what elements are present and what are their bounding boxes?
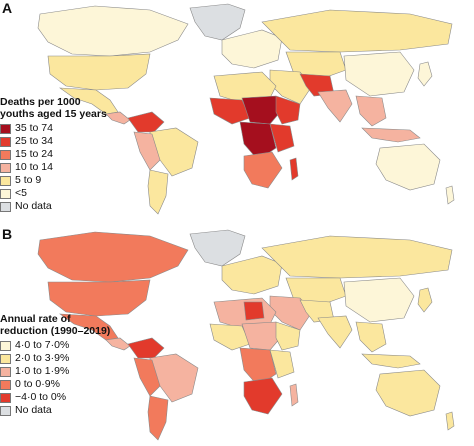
europe [221, 29, 283, 69]
new-zealand [445, 185, 455, 205]
usa [47, 279, 151, 317]
indonesia [361, 353, 421, 369]
legend-item: <5 [0, 187, 112, 200]
legend-swatch [0, 175, 11, 186]
legend-swatch [0, 201, 11, 212]
japan [417, 61, 433, 87]
horn-of-africa [275, 95, 301, 125]
legend-swatch [0, 366, 11, 377]
legend-swatch [0, 379, 11, 390]
madagascar [289, 383, 299, 407]
legend-item: 5 to 9 [0, 174, 112, 187]
usa [47, 53, 151, 91]
legend-a-title: Deaths per 1000 youths aged 15 years [0, 96, 107, 120]
west-africa [209, 97, 251, 125]
legend-swatch [0, 162, 11, 173]
west-africa [209, 323, 251, 351]
southern-cone [147, 169, 169, 215]
legend-label: <5 [15, 186, 27, 199]
legend-swatch [0, 392, 11, 403]
libya [243, 301, 265, 321]
greenland [189, 3, 246, 41]
legend-label: 10 to 14 [15, 160, 53, 173]
legend-b-title: Annual rate of reduction (1990–2019) [0, 313, 111, 337]
legend-label: −4·0 to 0% [15, 390, 67, 403]
southern-cone [147, 395, 169, 441]
legend-item: −4·0 to 0% [0, 391, 118, 404]
east-africa [269, 349, 295, 379]
canada [37, 5, 189, 57]
legend-item: 1·0 to 1·9% [0, 365, 118, 378]
legend-swatch [0, 340, 11, 351]
legend-swatch [0, 136, 11, 147]
australia [375, 369, 441, 417]
legend-item: 4·0 to 7·0% [0, 339, 118, 352]
legend-swatch [0, 405, 11, 416]
legend-item: 0 to 0·9% [0, 378, 118, 391]
colombia-venezuela [127, 337, 165, 359]
china [343, 277, 415, 323]
russia [261, 9, 453, 53]
legend-item: 10 to 14 [0, 161, 112, 174]
legend-item: 15 to 24 [0, 148, 112, 161]
canada [37, 231, 189, 283]
madagascar [289, 157, 299, 181]
map-panel-a: A Deaths per 1000 youths aged 15 years 3… [0, 0, 474, 218]
peru-bolivia [133, 357, 161, 397]
legend-label: 15 to 24 [15, 147, 53, 160]
legend-item: 25 to 34 [0, 135, 112, 148]
legend-b: Annual rate of reduction (1990–2019) 4·0… [0, 313, 118, 417]
legend-swatch [0, 149, 11, 160]
map-panel-b: B Annual rate of reduction (1990–2019) 4… [0, 226, 474, 446]
peru-bolivia [133, 131, 161, 171]
india [317, 89, 353, 123]
southeast-asia [355, 95, 387, 127]
colombia-venezuela [127, 111, 165, 133]
sahel-central [241, 321, 283, 351]
legend-label: No data [15, 199, 52, 212]
india [317, 315, 353, 349]
legend-a: Deaths per 1000 youths aged 15 years 35 … [0, 96, 112, 213]
legend-item: 2·0 to 3·9% [0, 352, 118, 365]
legend-item: No data [0, 404, 118, 417]
legend-label: 5 to 9 [15, 173, 42, 186]
china [343, 51, 415, 97]
panel-a-letter: A [2, 0, 13, 16]
central-america [105, 337, 131, 351]
southern-africa [243, 151, 283, 189]
legend-swatch [0, 123, 11, 134]
legend-label: 4·0 to 7·0% [15, 338, 70, 351]
new-zealand [445, 411, 455, 431]
indonesia [361, 127, 421, 143]
central-america [105, 111, 131, 125]
russia [261, 235, 453, 279]
panel-b-letter: B [2, 226, 13, 242]
legend-item: 35 to 74 [0, 122, 112, 135]
sahel-central [241, 95, 283, 125]
southern-africa [243, 377, 283, 415]
legend-label: 2·0 to 3·9% [15, 351, 70, 364]
australia [375, 143, 441, 191]
legend-label: 35 to 74 [15, 121, 53, 134]
world-map-b [37, 229, 455, 441]
east-africa [269, 123, 295, 153]
greenland [189, 229, 246, 267]
legend-swatch [0, 188, 11, 199]
southeast-asia [355, 321, 387, 353]
legend-item: No data [0, 200, 112, 213]
europe [221, 255, 283, 295]
legend-label: No data [15, 403, 52, 416]
japan [417, 287, 433, 313]
horn-of-africa [275, 321, 301, 351]
legend-swatch [0, 353, 11, 364]
world-map-a [37, 3, 455, 215]
legend-label: 0 to 0·9% [15, 377, 60, 390]
legend-label: 1·0 to 1·9% [15, 364, 70, 377]
legend-label: 25 to 34 [15, 134, 53, 147]
